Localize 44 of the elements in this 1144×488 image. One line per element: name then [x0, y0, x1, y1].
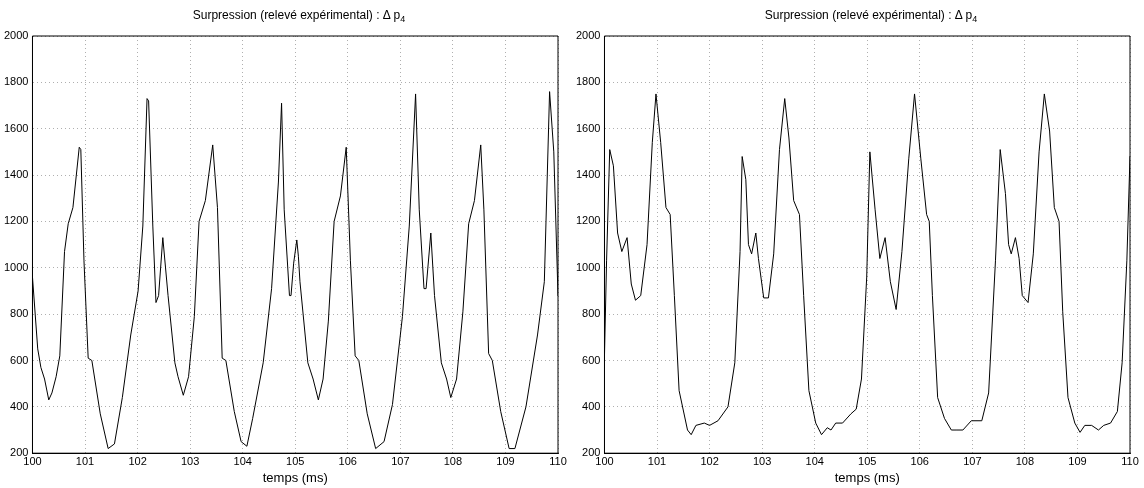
y-tick-label: 1600 — [575, 121, 601, 134]
x-tick-label: 106 — [338, 454, 357, 467]
x-tick-label: 105 — [286, 454, 305, 467]
x-tick-label: 102 — [700, 454, 719, 467]
x-tick-label: 109 — [496, 454, 515, 467]
y-tick-label: 800 — [582, 307, 601, 320]
x-tick-label: 104 — [233, 454, 252, 467]
y-tick-label: 600 — [10, 353, 29, 366]
y-tick-label: 400 — [10, 399, 29, 412]
x-tick-label: 107 — [391, 454, 410, 467]
x-tick-label: 101 — [647, 454, 667, 467]
y-tick-label: 200 — [10, 446, 29, 459]
x-tick-label: 101 — [75, 454, 95, 467]
x-tick-label: 106 — [910, 454, 929, 467]
x-tick-label: 107 — [963, 454, 982, 467]
y-tick-label: 1400 — [575, 168, 601, 181]
x-tick-label: 108 — [1015, 454, 1035, 467]
y-tick-label: 1000 — [3, 260, 29, 273]
y-tick-label: 1000 — [575, 260, 601, 273]
x-tick-label: 103 — [752, 454, 772, 467]
x-axis-title: temps (ms) — [262, 469, 328, 485]
x-tick-label: 104 — [805, 454, 824, 467]
x-tick-label: 102 — [128, 454, 147, 467]
y-tick-label: 600 — [582, 353, 601, 366]
y-tick-label: 1200 — [3, 214, 29, 227]
x-axis-title: temps (ms) — [834, 469, 900, 485]
y-tick-label: 1400 — [3, 168, 29, 181]
y-tick-label: 800 — [10, 307, 29, 320]
y-tick-label: 2000 — [575, 29, 601, 42]
y-tick-label: 1800 — [3, 75, 29, 88]
y-tick-label: 400 — [582, 399, 601, 412]
x-tick-label: 110 — [549, 454, 567, 467]
y-tick-label: 200 — [582, 446, 601, 459]
x-tick-label: 108 — [443, 454, 463, 467]
x-tick-label: 109 — [1068, 454, 1087, 467]
x-tick-label: 103 — [180, 454, 200, 467]
chart-title: Surpression (relevé expérimental) : Δ p$_{4}$ — [191, 8, 407, 25]
y-tick-label: 1200 — [575, 214, 601, 227]
y-tick-label: 1800 — [575, 75, 601, 88]
y-tick-label: 2000 — [3, 29, 29, 42]
y-tick-label: 1600 — [3, 121, 29, 134]
x-tick-label: 105 — [858, 454, 877, 467]
x-tick-label: 110 — [1121, 454, 1139, 467]
chart-title: Surpression (relevé expérimental) : Δ p$_{4}$ — [763, 8, 979, 25]
